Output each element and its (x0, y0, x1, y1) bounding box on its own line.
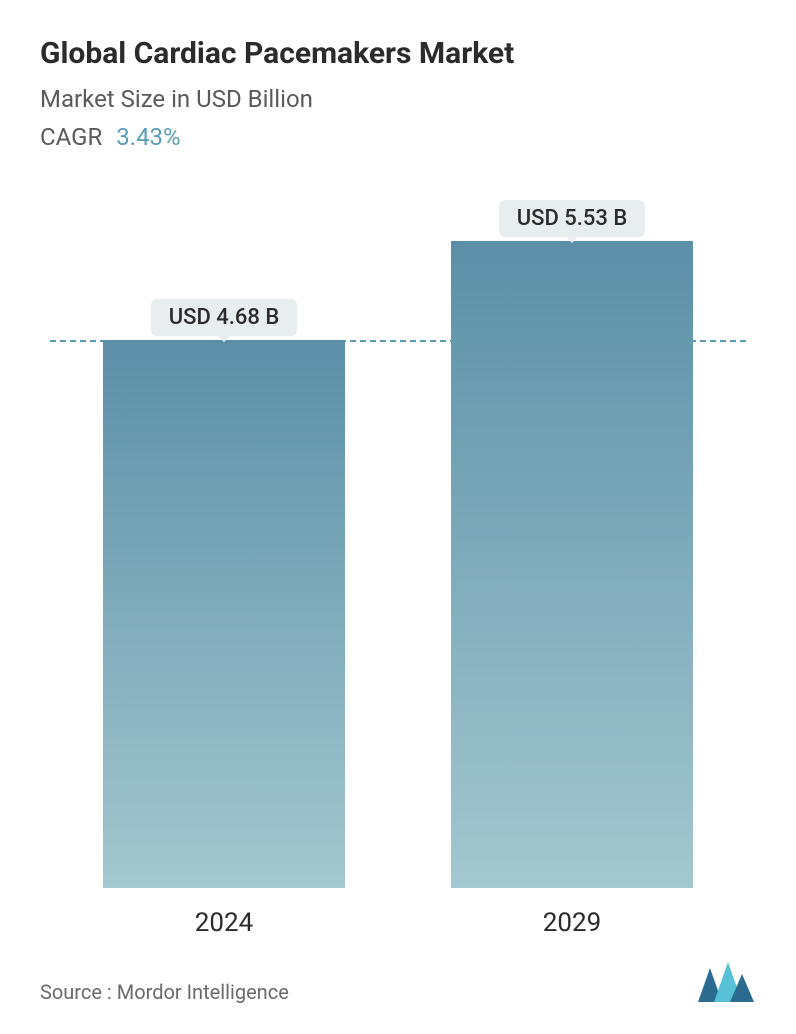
cagr-value: 3.43% (116, 123, 180, 151)
chart-container: Global Cardiac Pacemakers Market Market … (0, 0, 796, 1034)
x-label-1: 2029 (432, 908, 712, 938)
bars-group: USD 4.68 B USD 5.53 B (50, 191, 746, 888)
value-badge-1: USD 5.53 B (499, 200, 646, 237)
footer: Source : Mordor Intelligence (40, 948, 756, 1004)
cagr-row: CAGR 3.43% (40, 123, 756, 151)
bar-group-1: USD 5.53 B (432, 200, 712, 888)
chart-title: Global Cardiac Pacemakers Market (40, 36, 756, 71)
source-text: Source : Mordor Intelligence (40, 980, 289, 1004)
x-label-0: 2024 (84, 908, 364, 938)
chart-subtitle: Market Size in USD Billion (40, 85, 756, 113)
chart-plot-area: USD 4.68 B USD 5.53 B 2024 2029 (50, 191, 746, 948)
x-axis-labels: 2024 2029 (50, 908, 746, 938)
cagr-label: CAGR (40, 123, 102, 151)
bar-group-0: USD 4.68 B (84, 299, 364, 888)
mordor-logo-icon (696, 960, 756, 1004)
bar-1 (451, 241, 693, 888)
bar-0 (103, 340, 345, 888)
value-badge-0: USD 4.68 B (151, 299, 298, 336)
